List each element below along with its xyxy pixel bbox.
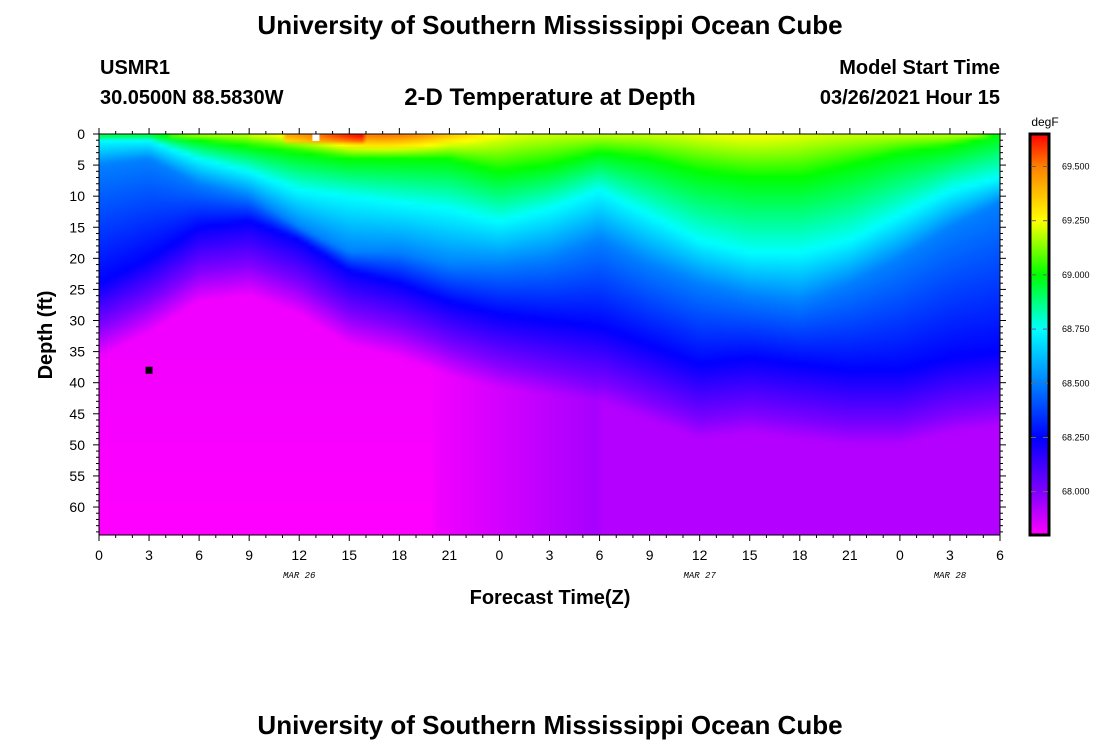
colorbar: degF 68.000 68.250 68.500 68.750 69.000 69.25… [1028,115,1090,537]
x-tick-label: 0 [896,547,904,563]
colorbar-tick-label: 69.000 [1062,270,1090,280]
x-tick-label: 0 [496,547,504,563]
data-marker [312,134,320,141]
y-tick-label: 10 [69,188,85,204]
data-marker [145,366,153,374]
y-tick-label: 25 [69,281,85,297]
page-title: University of Southern Mississippi Ocean… [257,10,843,40]
x-tick-label: 18 [392,547,408,563]
marker-group [145,134,320,374]
colorbar-unit: degF [1031,115,1058,129]
x-tick-label: 21 [442,547,458,563]
station-coordinates: 30.0500N 88.5830W [100,87,284,109]
y-tick-label: 40 [69,375,85,391]
temperature-heatmap [99,134,1000,535]
model-start-label: Model Start Time [839,57,1000,79]
y-tick-label: 60 [69,499,85,515]
x-tick-label: 0 [95,547,103,563]
y-axis-label: Depth (ft) [35,291,57,380]
x-tick-label: 15 [742,547,758,563]
x-tick-label: 12 [692,547,708,563]
colorbar-gradient [1028,132,1051,537]
y-tick-label: 30 [69,313,85,329]
colorbar-tick-label: 68.250 [1062,432,1090,442]
y-tick-label: 55 [69,468,85,484]
y-axis: 0 5 10 15 20 25 30 35 40 45 50 55 60 [69,126,1006,533]
station-id: USMR1 [100,57,171,79]
y-tick-label: 20 [69,250,85,266]
x-tick-label: 12 [291,547,307,563]
y-tick-label: 35 [69,344,85,360]
y-tick-label: 5 [77,157,85,173]
x-date-label: MAR 27 [683,571,716,581]
colorbar-tick-label: 69.250 [1062,216,1090,226]
x-tick-label: 3 [145,547,153,563]
colorbar-tick-label: 68.500 [1062,378,1090,388]
y-tick-label: 50 [69,437,85,453]
colorbar-tick-label: 68.750 [1062,324,1090,334]
x-tick-label: 21 [842,547,858,563]
footer-title: University of Southern Mississippi Ocean… [257,710,843,740]
x-tick-label: 9 [646,547,654,563]
y-tick-label: 45 [69,406,85,422]
model-start-value: 03/26/2021 Hour 15 [819,87,1000,109]
x-tick-label: 15 [341,547,357,563]
x-tick-label: 3 [546,547,554,563]
x-axis: 0 3 6 9 12 15 18 21 0 3 6 9 12 15 18 21 0 3 6 MAR 26 MAR 27 M… [95,128,1004,581]
x-tick-label: 3 [946,547,954,563]
x-tick-label: 6 [195,547,203,563]
x-axis-label: Forecast Time(Z) [470,587,631,609]
x-tick-label: 9 [245,547,253,563]
colorbar-tick-label: 68.000 [1062,487,1090,497]
x-tick-label: 6 [596,547,604,563]
chart-title: 2-D Temperature at Depth [404,84,696,111]
colorbar-tick-label: 69.500 [1062,162,1090,172]
x-date-label: MAR 26 [283,571,316,581]
y-tick-label: 15 [69,219,85,235]
x-tick-label: 18 [792,547,808,563]
x-date-label: MAR 28 [934,571,967,581]
colorbar-ticks: 68.000 68.250 68.500 68.750 69.000 69.250 69.5… [1031,162,1090,497]
x-tick-label: 6 [996,547,1004,563]
y-tick-label: 0 [77,126,85,142]
